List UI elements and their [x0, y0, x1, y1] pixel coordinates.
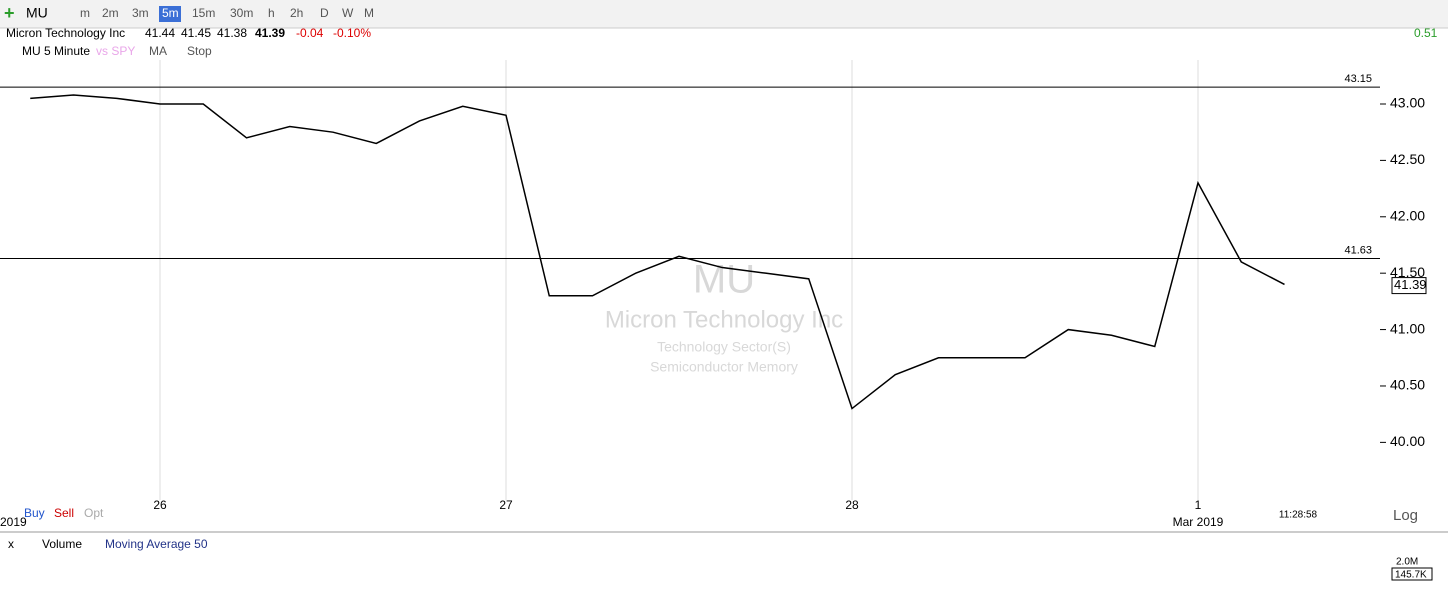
- opt-button[interactable]: Opt: [84, 506, 104, 520]
- watermark-sector: Technology Sector(S): [657, 339, 791, 355]
- volume-last-box: [1391, 567, 1433, 581]
- change-right: 0.51: [1414, 26, 1438, 40]
- ma-label[interactable]: MA: [149, 44, 167, 58]
- last-price-box: [1391, 277, 1427, 295]
- quote-open: 41.44: [145, 26, 175, 40]
- period-button[interactable]: h: [268, 6, 275, 20]
- period-button[interactable]: D: [320, 6, 329, 20]
- y-tick-label: 40.00: [1390, 433, 1425, 449]
- y-tick-label: 42.50: [1390, 151, 1425, 167]
- x-tick-label: 28: [845, 498, 859, 512]
- quote-last: 41.39: [255, 26, 285, 40]
- x-tick-label: 26: [153, 498, 167, 512]
- stop-label[interactable]: Stop: [187, 44, 212, 58]
- volume-last: 145.7K: [1395, 570, 1427, 581]
- price-line: [30, 94, 1285, 410]
- watermark: MU Micron Technology Inc Technology Sect…: [605, 258, 843, 375]
- quote-name: Micron Technology Inc: [6, 26, 125, 40]
- y-tick-label: 41.50: [1390, 264, 1425, 280]
- period-button[interactable]: 5m: [162, 6, 179, 20]
- log-toggle[interactable]: Log: [1393, 507, 1418, 524]
- period-selected: [159, 6, 181, 22]
- level-label: 43.15: [1344, 73, 1372, 85]
- period-button[interactable]: 3m: [132, 6, 149, 20]
- add-icon[interactable]: +: [4, 3, 15, 23]
- period-button[interactable]: 30m: [230, 6, 253, 20]
- period-button[interactable]: m: [80, 6, 90, 20]
- quote-low: 41.38: [217, 26, 247, 40]
- quote-change-pct: -0.10%: [333, 26, 371, 40]
- watermark-industry: Semiconductor Memory: [650, 359, 798, 375]
- period-button[interactable]: W: [342, 6, 354, 20]
- series-label[interactable]: MU 5 Minute: [22, 44, 90, 58]
- x-tick-label: 1: [1195, 498, 1202, 512]
- month-label: Mar 2019: [1173, 515, 1224, 529]
- year-label: 2019: [0, 515, 27, 529]
- last-price-label: 41.39: [1394, 277, 1427, 292]
- compare-label[interactable]: vs SPY: [96, 44, 135, 58]
- y-tick-label: 42.00: [1390, 207, 1425, 223]
- volume-ma[interactable]: Moving Average 50: [105, 537, 208, 551]
- sell-button[interactable]: Sell: [54, 506, 74, 520]
- x-tick-label: 27: [499, 498, 513, 512]
- period-button[interactable]: M: [364, 6, 374, 20]
- volume-study[interactable]: Volume: [42, 537, 82, 551]
- watermark-name: Micron Technology Inc: [605, 306, 843, 333]
- y-tick-label: 41.00: [1390, 320, 1425, 336]
- watermark-symbol: MU: [693, 258, 755, 302]
- period-button[interactable]: 2h: [290, 6, 303, 20]
- time-label: 11:28:58: [1279, 510, 1318, 521]
- volume-close[interactable]: x: [8, 537, 14, 551]
- symbol[interactable]: MU: [26, 5, 48, 21]
- buy-button[interactable]: Buy: [24, 506, 45, 520]
- period-button[interactable]: 2m: [102, 6, 119, 20]
- y-tick-label: 43.00: [1390, 95, 1425, 111]
- volume-top: 2.0M: [1396, 557, 1418, 568]
- quote-change: -0.04: [296, 26, 324, 40]
- toolbar-bg: [0, 0, 1448, 28]
- quote-high: 41.45: [181, 26, 211, 40]
- period-button[interactable]: 15m: [192, 6, 215, 20]
- level-label: 41.63: [1344, 244, 1372, 256]
- y-tick-label: 40.50: [1390, 377, 1425, 393]
